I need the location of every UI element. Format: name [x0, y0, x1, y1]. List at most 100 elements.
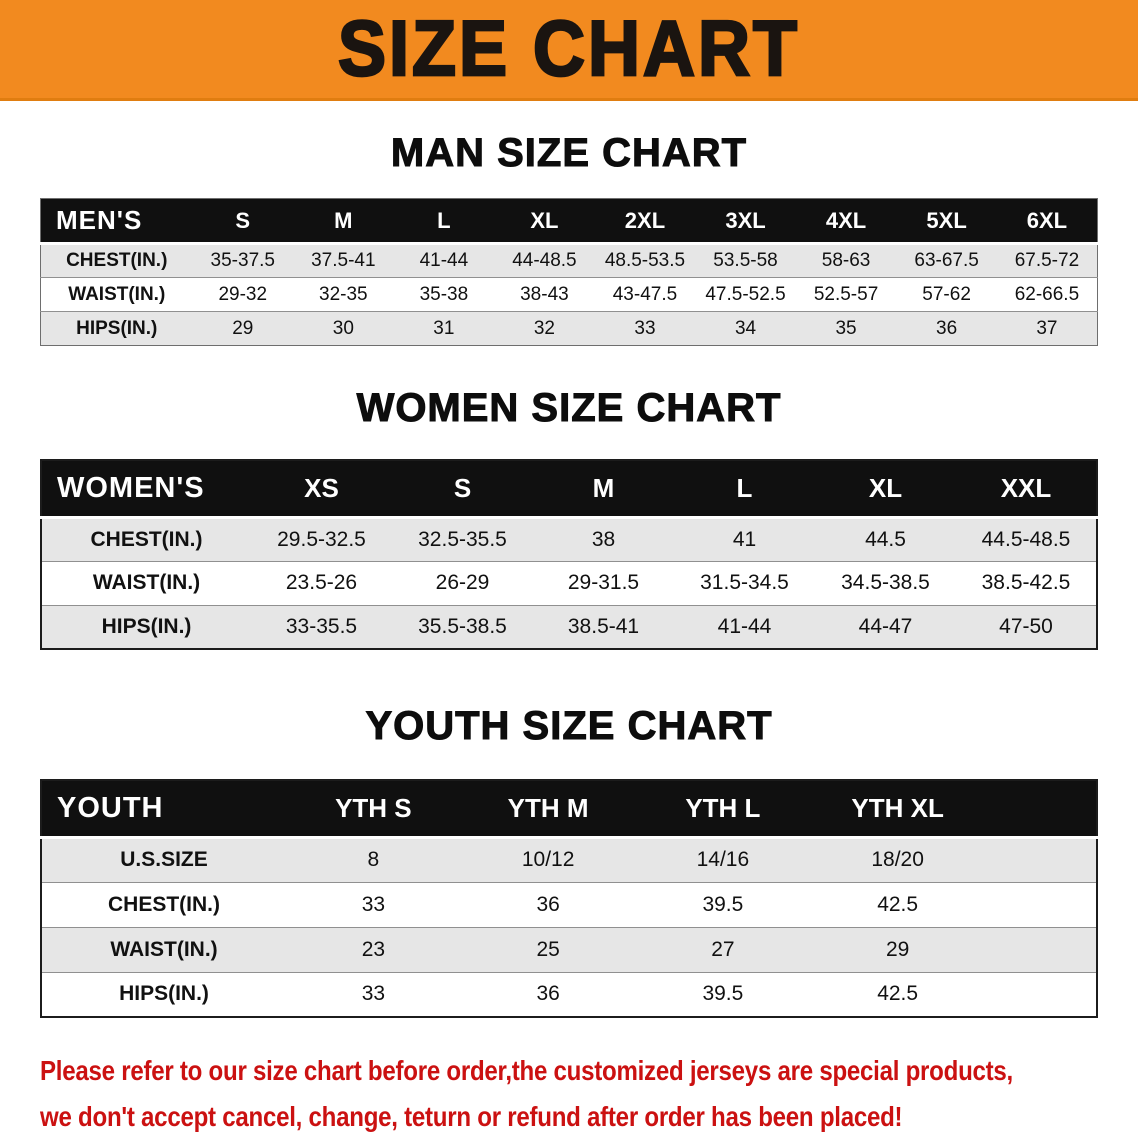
- disclaimer: Please refer to our size chart before or…: [0, 1048, 1138, 1132]
- size-value-cell: 38.5-42.5: [956, 560, 1097, 605]
- man-size-chart-heading: MAN SIZE CHART: [390, 131, 748, 176]
- size-value-cell: 42.5: [810, 881, 985, 927]
- size-value-cell: 39.5: [635, 971, 811, 1017]
- size-column-header: 6XL: [996, 198, 1098, 245]
- size-value-cell: 44.5-48.5: [956, 516, 1097, 561]
- youth-size-section: YOUTH SIZE CHART YOUTH YTH S YTH M YTH L YTH…: [0, 704, 1138, 1018]
- size-value-cell: 33-35.5: [251, 604, 392, 649]
- size-value-cell: 44-48.5: [494, 243, 595, 278]
- size-table-row: WAIST(IN.) 23 25 27 29: [41, 926, 1097, 972]
- size-value-cell: 32: [494, 311, 595, 346]
- size-table-row: WAIST(IN.) 29-32 32-35 35-38 38-43 43-47.5 47.…: [40, 277, 1098, 312]
- size-column-header: L: [393, 198, 495, 245]
- size-value-cell: 23.5-26: [251, 560, 392, 605]
- size-table-row: WAIST(IN.) 23.5-26 26-29 29-31.5 31.5-34.5 34…: [41, 560, 1097, 605]
- size-value-cell: 33: [594, 311, 696, 346]
- size-value-cell: 27: [635, 926, 811, 972]
- size-chart-banner: SIZE CHART: [0, 0, 1138, 101]
- size-table-header-row: WOMEN'S XS S M L XL XXL: [41, 460, 1097, 519]
- size-value-cell: 33: [286, 881, 461, 927]
- size-column-header: M: [293, 198, 394, 245]
- size-column-header: S: [392, 460, 533, 519]
- size-table-row: CHEST(IN.) 33 36 39.5 42.5: [41, 881, 1097, 927]
- size-value-cell: 47-50: [956, 604, 1097, 649]
- men-size-table: MEN'S S M L XL 2XL 3XL 4XL 5XL 6XL CHEST(IN.) 35-37…: [40, 198, 1098, 346]
- size-value-cell: 62-66.5: [996, 277, 1098, 312]
- size-column-header: 4XL: [795, 198, 897, 245]
- size-value-cell: 38: [533, 516, 674, 561]
- size-value-cell: 32-35: [293, 277, 394, 312]
- size-table-row: CHEST(IN.) 29.5-32.5 32.5-35.5 38 41 44.5 44.5…: [41, 516, 1097, 561]
- size-value-cell: 32.5-35.5: [392, 516, 533, 561]
- row-spacer-cell: [985, 926, 1097, 972]
- size-column-header: M: [533, 460, 674, 519]
- size-value-cell: 29-31.5: [533, 560, 674, 605]
- size-column-header: 3XL: [695, 198, 796, 245]
- size-column-header: YTH M: [460, 780, 636, 839]
- men-table-title-cell: MEN'S: [40, 198, 193, 245]
- size-value-cell: 48.5-53.5: [594, 243, 696, 278]
- size-table-row: HIPS(IN.) 29 30 31 32 33 34 35 36 37: [40, 311, 1098, 346]
- size-value-cell: 44.5: [815, 516, 956, 561]
- size-value-cell: 34: [695, 311, 796, 346]
- size-value-cell: 41-44: [393, 243, 495, 278]
- row-label-cell: HIPS(IN.): [41, 971, 286, 1017]
- size-column-header: XS: [251, 460, 392, 519]
- size-value-cell: 44-47: [815, 604, 956, 649]
- size-value-cell: 35-37.5: [192, 243, 294, 278]
- row-spacer-cell: [985, 881, 1097, 927]
- size-value-cell: 47.5-52.5: [695, 277, 796, 312]
- size-value-cell: 52.5-57: [795, 277, 897, 312]
- size-column-header: 5XL: [896, 198, 997, 245]
- size-value-cell: 67.5-72: [996, 243, 1098, 278]
- size-value-cell: 8: [286, 836, 461, 882]
- size-value-cell: 63-67.5: [896, 243, 997, 278]
- row-label-cell: WAIST(IN.): [41, 560, 251, 605]
- size-value-cell: 39.5: [635, 881, 811, 927]
- size-value-cell: 41: [674, 516, 815, 561]
- size-table-row: HIPS(IN.) 33-35.5 35.5-38.5 38.5-41 41-44 44-…: [41, 604, 1097, 649]
- row-spacer-cell: [985, 971, 1097, 1017]
- size-column-header: XXL: [956, 460, 1097, 519]
- row-spacer-cell: [985, 836, 1097, 882]
- size-value-cell: 35.5-38.5: [392, 604, 533, 649]
- size-value-cell: 53.5-58: [695, 243, 796, 278]
- size-value-cell: 23: [286, 926, 461, 972]
- size-column-header: L: [674, 460, 815, 519]
- youth-table-title-cell: YOUTH: [41, 780, 286, 839]
- size-column-header: S: [192, 198, 294, 245]
- size-value-cell: 29: [192, 311, 294, 346]
- size-column-header: XL: [815, 460, 956, 519]
- size-column-header: YTH L: [635, 780, 811, 839]
- row-label-cell: HIPS(IN.): [40, 311, 193, 346]
- size-value-cell: 38.5-41: [533, 604, 674, 649]
- size-value-cell: 14/16: [635, 836, 811, 882]
- row-label-cell: CHEST(IN.): [40, 243, 193, 278]
- size-value-cell: 41-44: [674, 604, 815, 649]
- disclaimer-line-1: Please refer to our size chart before or…: [40, 1055, 1013, 1086]
- size-value-cell: 36: [460, 971, 636, 1017]
- size-column-header: YTH S: [286, 780, 461, 839]
- size-value-cell: 35: [795, 311, 897, 346]
- man-size-section: MAN SIZE CHART MEN'S S M L XL 2XL 3XL 4XL 5XL 6XL…: [0, 131, 1138, 346]
- row-label-cell: HIPS(IN.): [41, 604, 251, 649]
- size-value-cell: 57-62: [896, 277, 997, 312]
- women-size-section: WOMEN SIZE CHART WOMEN'S XS S M L XL XXL CHEST(…: [0, 386, 1138, 650]
- size-value-cell: 30: [293, 311, 394, 346]
- disclaimer-line-2: we don't accept cancel, change, teturn o…: [40, 1101, 903, 1132]
- size-value-cell: 31.5-34.5: [674, 560, 815, 605]
- size-table-row: HIPS(IN.) 33 36 39.5 42.5: [41, 971, 1097, 1017]
- size-value-cell: 42.5: [810, 971, 985, 1017]
- women-size-table: WOMEN'S XS S M L XL XXL CHEST(IN.) 29.5-32.5 32.5…: [40, 459, 1098, 650]
- size-value-cell: 37.5-41: [293, 243, 394, 278]
- size-value-cell: 38-43: [494, 277, 595, 312]
- row-label-cell: WAIST(IN.): [40, 277, 193, 312]
- size-value-cell: 36: [896, 311, 997, 346]
- size-value-cell: 37: [996, 311, 1098, 346]
- size-value-cell: 43-47.5: [594, 277, 696, 312]
- youth-size-table: YOUTH YTH S YTH M YTH L YTH XL U.S.SIZE 8 10/12…: [40, 779, 1098, 1018]
- size-value-cell: 34.5-38.5: [815, 560, 956, 605]
- size-table-header-row: MEN'S S M L XL 2XL 3XL 4XL 5XL 6XL: [40, 198, 1098, 245]
- women-table-title-cell: WOMEN'S: [41, 460, 251, 519]
